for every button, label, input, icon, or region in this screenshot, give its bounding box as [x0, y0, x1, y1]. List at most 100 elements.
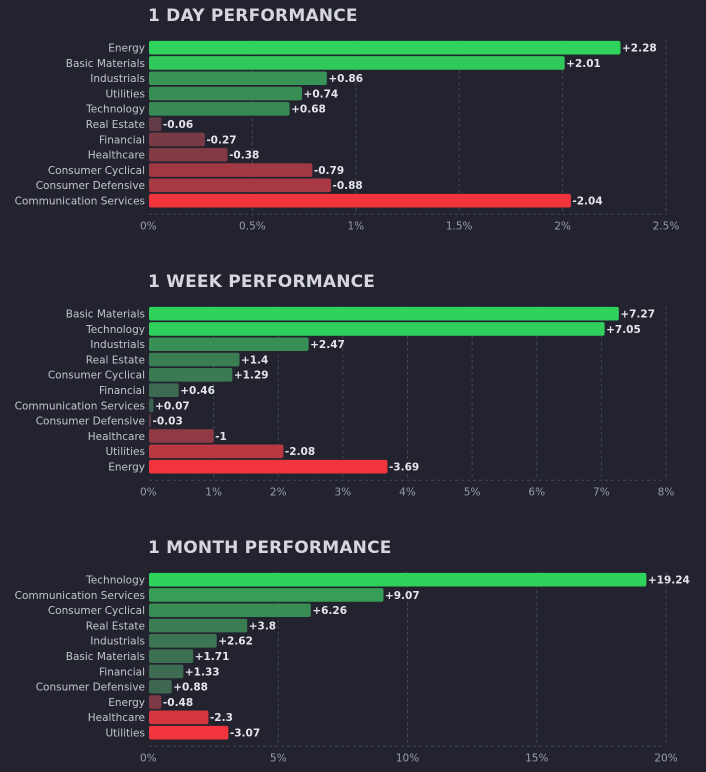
bar-basic-materials [149, 649, 194, 663]
bar-consumer-defensive [149, 413, 151, 428]
value-label: +0.68 [291, 104, 326, 116]
bar-communication-services [149, 588, 384, 602]
value-label: -3.69 [389, 461, 419, 473]
bar-energy [149, 40, 621, 55]
chart-1-month: Technology +19.24 Communication Services +9… [15, 572, 690, 764]
value-label: -0.27 [206, 134, 236, 146]
category-label: Energy [108, 461, 145, 473]
bar-communication-services [149, 398, 154, 413]
value-label: +2.47 [310, 339, 345, 351]
value-label: -0.79 [314, 165, 344, 177]
category-label: Financial [99, 134, 145, 146]
bar-technology [149, 322, 605, 336]
value-label: -2.08 [285, 446, 315, 458]
category-label: Real Estate [86, 620, 145, 632]
value-label: +0.74 [304, 88, 339, 100]
category-label: Industrials [90, 636, 145, 648]
bar-real-estate [149, 618, 248, 633]
bar-communication-services [149, 193, 571, 208]
value-label: -0.38 [229, 150, 259, 162]
bar-healthcare [149, 147, 228, 162]
bar-consumer-cyclical [149, 603, 311, 618]
category-label: Financial [99, 385, 145, 397]
value-label: +2.01 [566, 58, 601, 70]
x-tick-label: 1.5% [446, 220, 473, 232]
category-label: Basic Materials [66, 58, 145, 70]
category-label: Healthcare [88, 712, 145, 724]
x-tick-label: 0% [140, 220, 157, 232]
bar-financial [149, 383, 179, 397]
x-tick-label: 2.5% [653, 220, 680, 232]
category-label: Technology [85, 104, 145, 116]
category-label: Real Estate [86, 354, 145, 366]
bar-utilities [149, 444, 284, 459]
bar-basic-materials [149, 56, 565, 70]
category-label: Utilities [105, 727, 145, 739]
value-label: +0.07 [155, 400, 190, 412]
x-tick-label: 5% [464, 486, 481, 498]
value-label: +6.26 [312, 605, 347, 617]
bar-utilities [149, 725, 229, 740]
value-label: -1 [215, 431, 227, 443]
bar-technology [149, 102, 290, 116]
bar-healthcare [149, 710, 209, 725]
value-label: +2.28 [622, 42, 657, 54]
value-label: -0.88 [332, 180, 362, 192]
category-label: Utilities [105, 446, 145, 458]
x-tick-label: 0% [140, 486, 157, 498]
category-label: Consumer Cyclical [48, 165, 145, 177]
value-label: +7.05 [606, 324, 641, 336]
value-label: +0.46 [180, 385, 215, 397]
category-label: Energy [108, 42, 145, 54]
bar-technology [149, 572, 647, 587]
x-tick-label: 15% [525, 752, 548, 764]
bar-healthcare [149, 429, 214, 443]
value-label: +0.86 [328, 73, 363, 85]
value-label: +1.33 [185, 666, 220, 678]
chart-1-day: Energy +2.28 Basic Materials +2.01 Industria… [15, 40, 680, 232]
category-label: Industrials [90, 339, 145, 351]
bar-consumer-defensive [149, 178, 331, 193]
category-label: Communication Services [15, 195, 145, 207]
category-label: Real Estate [86, 119, 145, 131]
x-tick-label: 2% [554, 220, 571, 232]
bar-financial [149, 664, 184, 679]
bar-basic-materials [149, 306, 619, 321]
bar-consumer-cyclical [149, 163, 313, 177]
x-tick-label: 7% [593, 486, 610, 498]
bar-real-estate [149, 352, 240, 367]
x-tick-label: 1% [205, 486, 222, 498]
x-tick-label: 10% [396, 752, 419, 764]
bar-energy [149, 459, 388, 474]
bar-industrials [149, 71, 327, 86]
category-label: Consumer Defensive [36, 180, 145, 192]
x-tick-label: 0% [140, 752, 157, 764]
value-label: +1.4 [241, 354, 268, 366]
category-label: Healthcare [88, 431, 145, 443]
chart-title-1-month: 1 MONTH PERFORMANCE [148, 538, 392, 558]
bar-financial [149, 132, 205, 147]
category-label: Technology [85, 574, 145, 586]
value-label: -3.07 [230, 727, 260, 739]
chart-title-1-day: 1 DAY PERFORMANCE [148, 6, 358, 26]
category-label: Basic Materials [66, 651, 145, 663]
value-label: +2.62 [218, 636, 253, 648]
x-tick-label: 8% [658, 486, 675, 498]
bar-consumer-defensive [149, 679, 172, 694]
bar-utilities [149, 86, 303, 101]
x-tick-label: 1% [347, 220, 364, 232]
category-label: Consumer Cyclical [48, 605, 145, 617]
bar-industrials [149, 634, 217, 648]
value-label: +9.07 [385, 590, 420, 602]
value-label: +3.8 [249, 620, 276, 632]
category-label: Utilities [105, 88, 145, 100]
value-label: -0.03 [153, 416, 183, 428]
category-label: Communication Services [15, 400, 145, 412]
value-label: +1.29 [234, 370, 269, 382]
value-label: +19.24 [648, 574, 690, 586]
category-label: Healthcare [88, 150, 145, 162]
chart-title-1-week: 1 WEEK PERFORMANCE [148, 272, 376, 292]
x-tick-label: 3% [335, 486, 352, 498]
chart-1-week: Basic Materials +7.27 Technology +7.05 Indus… [15, 306, 675, 498]
